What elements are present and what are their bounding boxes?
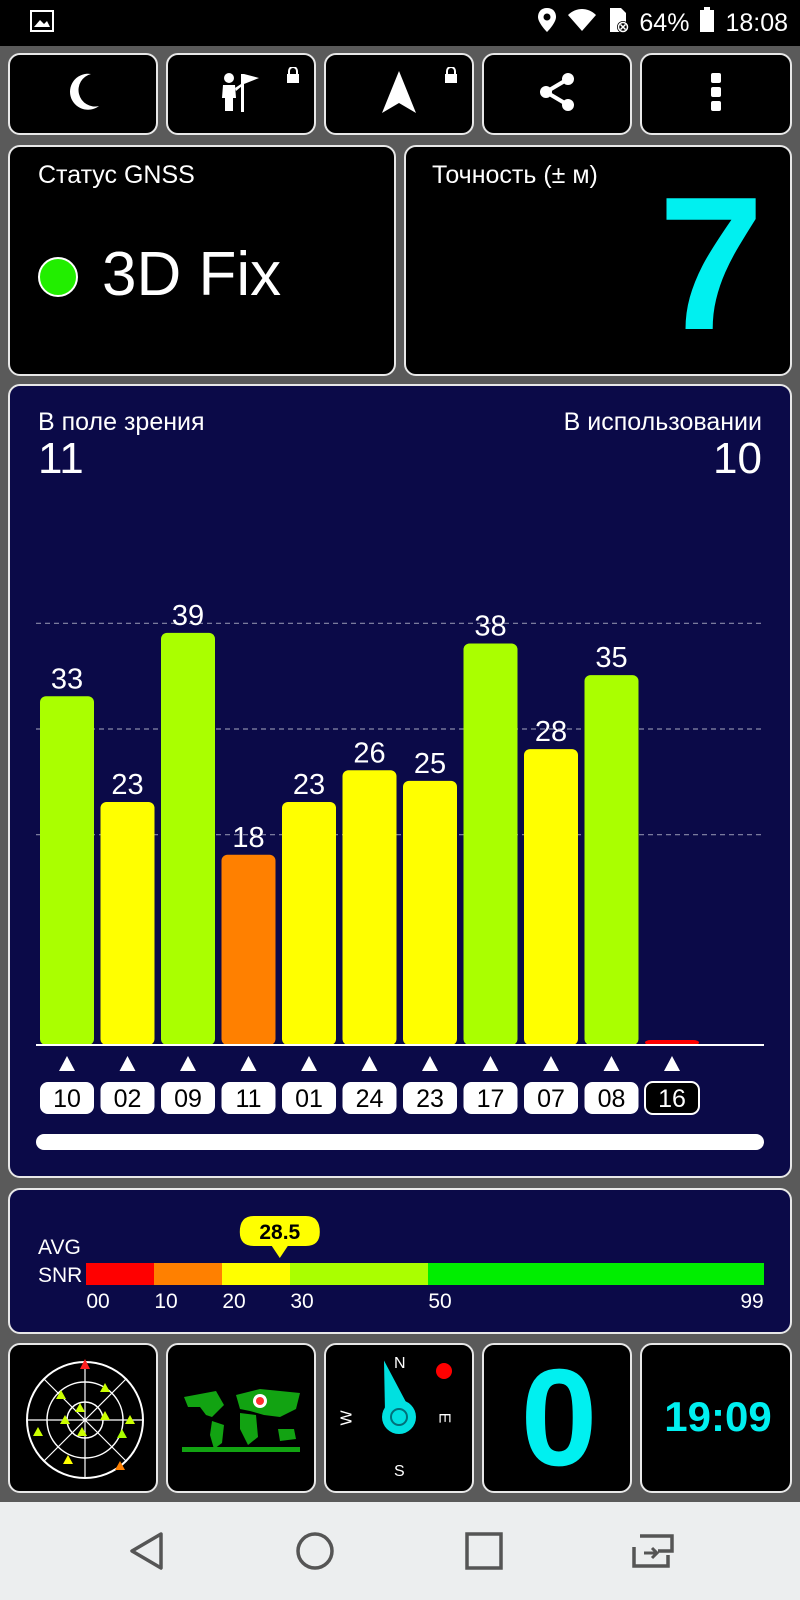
- recents-icon: [465, 1532, 503, 1570]
- screen-switch-icon: [632, 1534, 674, 1568]
- more-button[interactable]: [640, 53, 792, 135]
- battery-percent: 64%: [639, 8, 690, 37]
- navigation-arrow-icon: [381, 70, 417, 119]
- status-bar: 64% 18:08: [0, 0, 800, 46]
- sky-view-widget[interactable]: [8, 1343, 158, 1493]
- clock-time: 19:09: [664, 1393, 772, 1440]
- back-button[interactable]: [96, 1502, 196, 1600]
- home-icon: [296, 1532, 334, 1570]
- moon-icon: [65, 72, 101, 117]
- compass-south-label: S: [394, 1463, 405, 1480]
- in-view-label: В поле зрения: [38, 408, 205, 436]
- scroll-bar[interactable]: [36, 1134, 764, 1150]
- fix-status-indicator: [38, 257, 78, 297]
- accuracy-card: Точность (± м) 7: [404, 145, 792, 376]
- navigation-bar: [0, 1502, 800, 1600]
- avg-label: AVG: [38, 1236, 81, 1259]
- fix-status-text: 3D Fix: [102, 240, 282, 309]
- wifi-icon: [567, 8, 597, 39]
- accuracy-value: 7: [658, 158, 764, 370]
- person-flag-button[interactable]: [166, 53, 316, 135]
- lock-icon: [444, 66, 458, 88]
- screen-switch-button[interactable]: [603, 1502, 703, 1600]
- world-map-widget[interactable]: [166, 1343, 316, 1493]
- clock-widget[interactable]: 19:09: [640, 1343, 792, 1493]
- more-vertical-icon: [710, 72, 722, 117]
- lock-icon: [286, 66, 300, 88]
- back-icon: [130, 1532, 163, 1570]
- accuracy-title: Точность (± м): [432, 161, 598, 189]
- share-button[interactable]: [482, 53, 632, 135]
- home-button[interactable]: [265, 1502, 365, 1600]
- snr-label: SNR: [38, 1264, 83, 1287]
- location-icon: [537, 7, 557, 40]
- snr-card: AVG SNR: [8, 1188, 792, 1334]
- compass-widget[interactable]: N S E W: [324, 1343, 474, 1493]
- in-use-label: В использовании: [563, 408, 762, 436]
- no-sim-icon: [607, 7, 630, 40]
- gnss-status-card: Статус GNSS 3D Fix: [8, 145, 396, 376]
- in-view-count: 11: [38, 434, 84, 483]
- compass-needle-icon: [382, 1360, 452, 1434]
- compass-north-label: N: [394, 1355, 406, 1372]
- sky-plot-icon: [26, 1359, 144, 1479]
- satellites-card: В поле зрения 11 В использовании 10: [8, 384, 792, 1178]
- person-flag-icon: [219, 72, 263, 117]
- navigation-button[interactable]: [324, 53, 474, 135]
- night-mode-button[interactable]: [8, 53, 158, 135]
- recents-button[interactable]: [434, 1502, 534, 1600]
- world-map-icon: [182, 1389, 300, 1452]
- share-icon: [537, 72, 577, 117]
- status-time: 18:08: [725, 8, 788, 37]
- in-use-count: 10: [713, 434, 762, 483]
- speed-widget[interactable]: 0: [482, 1343, 632, 1493]
- gnss-status-title: Статус GNSS: [38, 161, 195, 189]
- speed-value: 0: [520, 1341, 598, 1495]
- image-icon: [30, 10, 54, 37]
- battery-icon: [699, 6, 715, 40]
